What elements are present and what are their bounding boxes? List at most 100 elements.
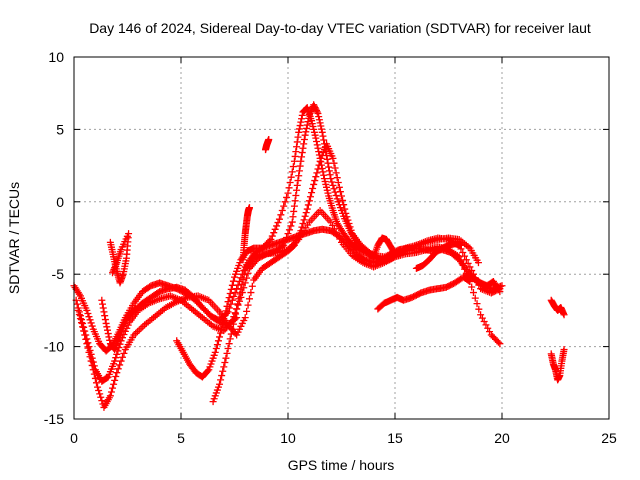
data-point [480, 318, 488, 326]
data-point [317, 158, 325, 166]
data-point [77, 319, 85, 327]
data-point [292, 192, 300, 200]
data-point [309, 185, 317, 193]
data-point [300, 216, 308, 224]
data-point [100, 308, 108, 316]
data-point [318, 125, 326, 133]
series-pass-15 [547, 345, 568, 384]
data-point [120, 349, 128, 357]
data-point [219, 367, 227, 375]
data-point [295, 128, 303, 136]
data-point [217, 329, 225, 337]
data-point [289, 163, 297, 171]
data-point [238, 280, 246, 288]
data-point [299, 220, 307, 228]
data-point [496, 340, 504, 348]
data-point [98, 296, 106, 304]
data-point [496, 288, 504, 296]
data-point [327, 175, 335, 183]
data-point [313, 169, 321, 177]
x-axis-label: GPS time / hours [288, 457, 395, 473]
data-point [477, 311, 485, 319]
data-point [560, 345, 568, 353]
data-point [271, 225, 279, 233]
data-point [113, 369, 121, 377]
data-point [275, 215, 283, 223]
data-point [83, 306, 91, 314]
data-point [334, 178, 342, 186]
data-point [316, 119, 324, 127]
x-tick-label: 25 [601, 430, 617, 446]
chart-title: Day 146 of 2024, Sidereal Day-to-day VTE… [89, 20, 591, 36]
data-point [316, 154, 324, 162]
data-point [116, 361, 124, 369]
data-point [101, 312, 109, 320]
data-point [132, 329, 140, 337]
data-point [319, 168, 327, 176]
data-point [243, 307, 251, 315]
series-pass-7 [106, 230, 133, 287]
data-point [325, 163, 333, 171]
series-pass-13 [464, 270, 504, 296]
y-tick-label: -15 [44, 411, 64, 427]
data-point [89, 366, 97, 374]
data-point [280, 241, 288, 249]
data-point [494, 338, 502, 346]
data-point [297, 157, 305, 165]
data-point [323, 155, 331, 163]
data-point [303, 121, 311, 129]
data-point [113, 350, 121, 358]
data-point [99, 304, 107, 312]
data-point [97, 393, 105, 401]
data-point [239, 276, 247, 284]
data-point [241, 314, 249, 322]
grid-lines [74, 57, 609, 419]
data-point [297, 227, 305, 235]
data-point [281, 237, 289, 245]
data-point [285, 226, 293, 234]
data-point [295, 167, 303, 175]
data-point [220, 363, 228, 371]
data-point [218, 372, 226, 380]
series-pass-2 [72, 206, 504, 385]
data-point [305, 197, 313, 205]
data-point [92, 379, 100, 387]
data-point [321, 144, 329, 152]
data-point [80, 327, 88, 335]
data-point [461, 252, 469, 260]
data-point [216, 333, 224, 341]
data-point [87, 357, 95, 365]
data-point [274, 219, 282, 227]
data-point [213, 341, 221, 349]
data-point [245, 295, 253, 303]
data-point [281, 198, 289, 206]
data-point [285, 184, 293, 192]
data-point [333, 174, 341, 182]
data-point [99, 300, 107, 308]
data-point [225, 340, 233, 348]
series-pass-3 [74, 140, 504, 411]
data-point [315, 148, 323, 156]
data-point [466, 263, 474, 271]
data-points [70, 101, 568, 411]
series-pass-8 [239, 204, 253, 264]
data-point [278, 242, 286, 250]
data-point [312, 134, 320, 142]
data-point [457, 241, 465, 249]
y-axis-label: SDTVAR / TECUs [6, 182, 22, 294]
data-point [114, 365, 122, 373]
data-point [112, 354, 120, 362]
data-point [237, 285, 245, 293]
data-point [265, 237, 273, 245]
data-point [82, 335, 90, 343]
data-point [231, 315, 239, 323]
data-point [231, 289, 239, 297]
data-point [331, 164, 339, 172]
data-point [223, 302, 231, 310]
data-point [464, 259, 472, 267]
data-point [248, 282, 256, 290]
data-point [320, 136, 328, 144]
data-point [268, 232, 276, 240]
data-point [293, 181, 301, 189]
